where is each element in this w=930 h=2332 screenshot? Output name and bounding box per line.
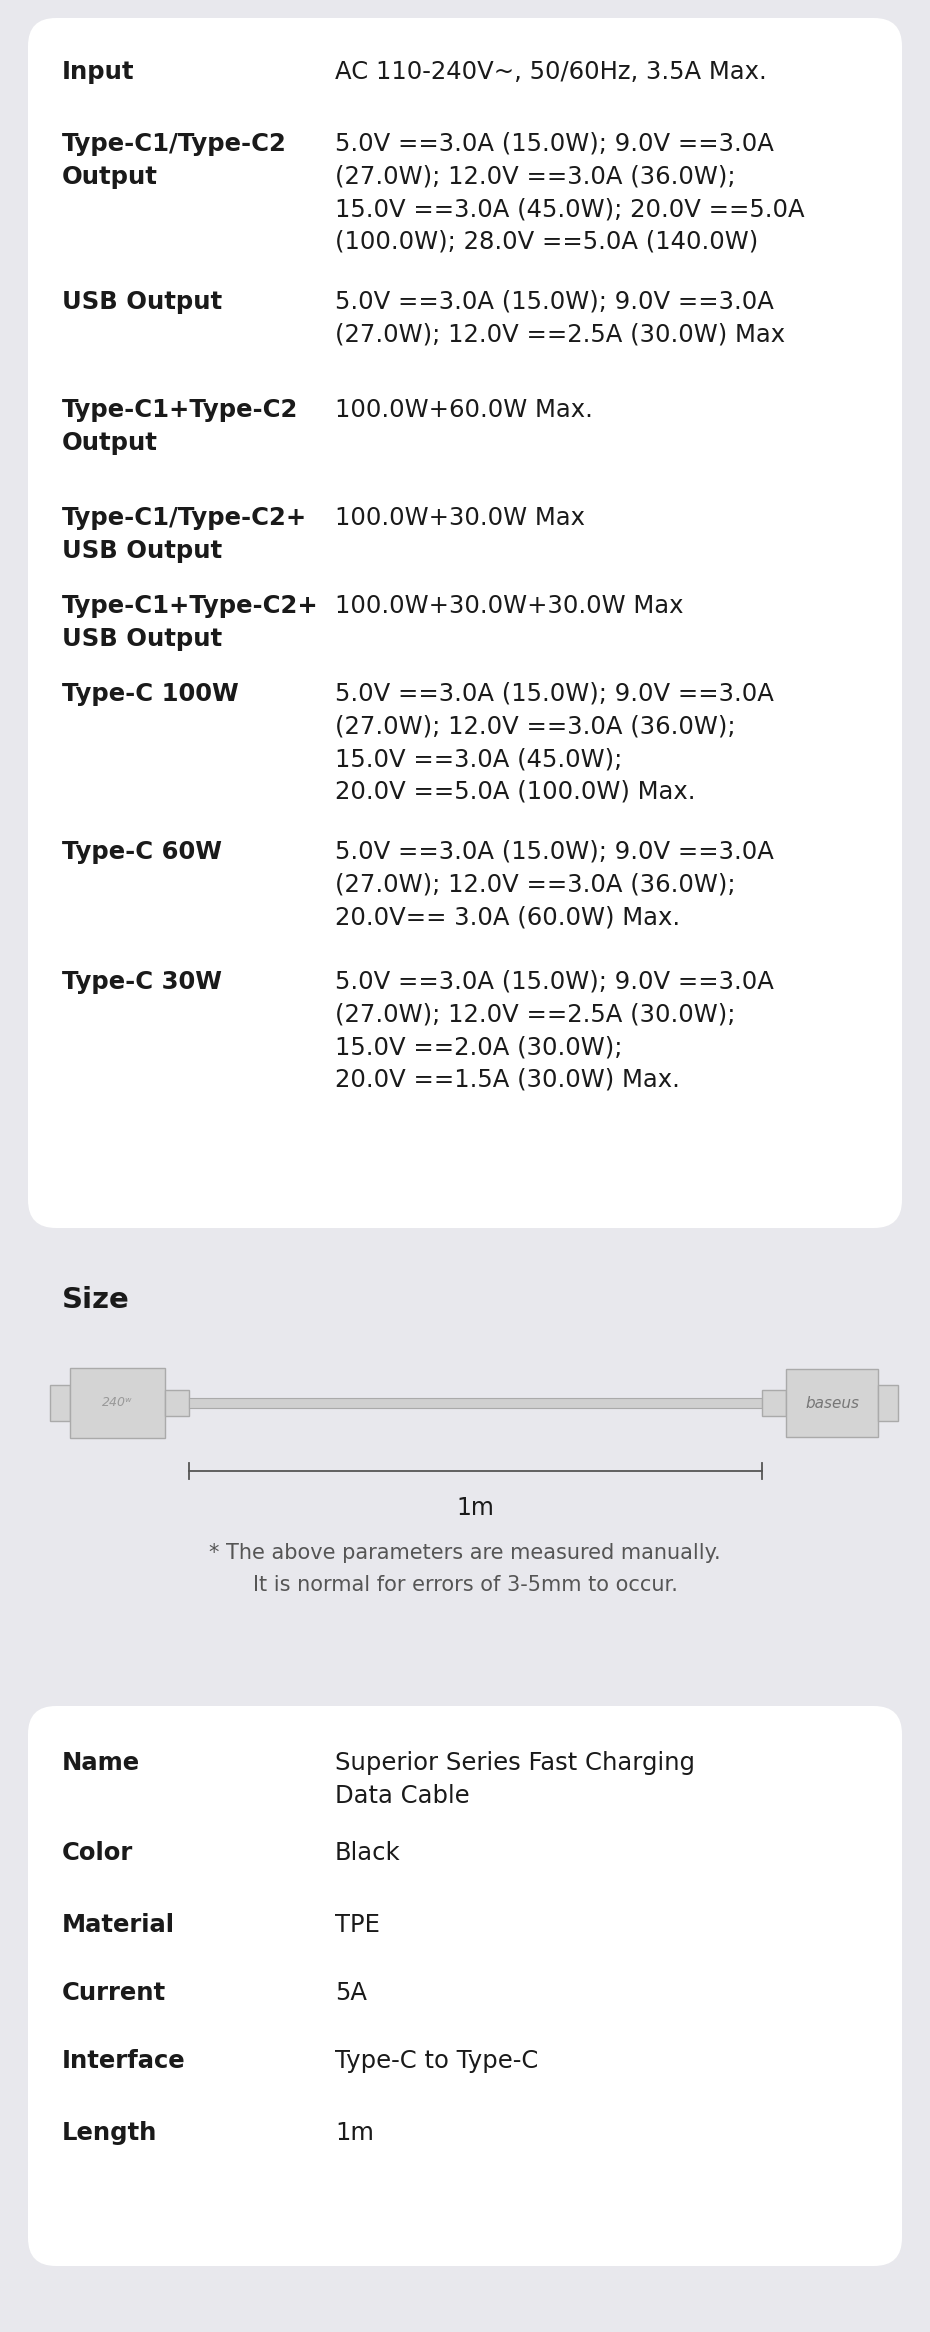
Text: Type-C1/Type-C2+
USB Output: Type-C1/Type-C2+ USB Output — [62, 506, 307, 562]
Text: AC 110-240V~, 50/60Hz, 3.5A Max.: AC 110-240V~, 50/60Hz, 3.5A Max. — [335, 61, 766, 84]
Text: USB Output: USB Output — [62, 289, 222, 315]
Text: 5.0V ==3.0A (15.0W); 9.0V ==3.0A
(27.0W); 12.0V ==3.0A (36.0W);
15.0V ==3.0A (45: 5.0V ==3.0A (15.0W); 9.0V ==3.0A (27.0W)… — [335, 133, 804, 254]
Text: Interface: Interface — [62, 2050, 186, 2073]
Text: 100.0W+30.0W Max: 100.0W+30.0W Max — [335, 506, 585, 529]
Text: Type-C1+Type-C2+
USB Output: Type-C1+Type-C2+ USB Output — [62, 595, 319, 651]
Text: Type-C 30W: Type-C 30W — [62, 970, 222, 993]
Text: 100.0W+60.0W Max.: 100.0W+60.0W Max. — [335, 399, 592, 422]
Text: 1m: 1m — [335, 2122, 374, 2145]
Text: Length: Length — [62, 2122, 157, 2145]
Text: 1m: 1m — [457, 1497, 495, 1520]
Text: Type-C1+Type-C2
Output: Type-C1+Type-C2 Output — [62, 399, 299, 455]
Bar — [50, 1385, 70, 1420]
Text: TPE: TPE — [335, 1912, 379, 1938]
Bar — [165, 1390, 189, 1416]
Text: * The above parameters are measured manually.: * The above parameters are measured manu… — [209, 1544, 721, 1562]
Bar — [786, 1369, 878, 1437]
Text: Superior Series Fast Charging
Data Cable: Superior Series Fast Charging Data Cable — [335, 1751, 695, 1807]
Text: Black: Black — [335, 1840, 401, 1866]
Text: 5.0V ==3.0A (15.0W); 9.0V ==3.0A
(27.0W); 12.0V ==2.5A (30.0W) Max: 5.0V ==3.0A (15.0W); 9.0V ==3.0A (27.0W)… — [335, 289, 785, 347]
Bar — [70, 1369, 165, 1439]
Text: Current: Current — [62, 1980, 166, 2006]
Text: Input: Input — [62, 61, 135, 84]
Bar — [878, 1385, 898, 1420]
Text: Size: Size — [62, 1285, 130, 1313]
Text: Color: Color — [62, 1840, 133, 1866]
Text: Type-C to Type-C: Type-C to Type-C — [335, 2050, 538, 2073]
Bar — [762, 1390, 786, 1416]
Text: Type-C 60W: Type-C 60W — [62, 840, 222, 863]
FancyBboxPatch shape — [28, 1707, 902, 2267]
Text: Name: Name — [62, 1751, 140, 1775]
Text: Type-C 100W: Type-C 100W — [62, 681, 239, 707]
Text: Material: Material — [62, 1912, 175, 1938]
FancyBboxPatch shape — [28, 19, 902, 1229]
Text: 5.0V ==3.0A (15.0W); 9.0V ==3.0A
(27.0W); 12.0V ==3.0A (36.0W);
15.0V ==3.0A (45: 5.0V ==3.0A (15.0W); 9.0V ==3.0A (27.0W)… — [335, 681, 774, 805]
Bar — [189, 1397, 762, 1409]
Text: 5.0V ==3.0A (15.0W); 9.0V ==3.0A
(27.0W); 12.0V ==2.5A (30.0W);
15.0V ==2.0A (30: 5.0V ==3.0A (15.0W); 9.0V ==3.0A (27.0W)… — [335, 970, 774, 1091]
Text: It is normal for errors of 3-5mm to occur.: It is normal for errors of 3-5mm to occu… — [253, 1574, 677, 1595]
Text: 240ʷ: 240ʷ — [102, 1397, 133, 1409]
Text: 100.0W+30.0W+30.0W Max: 100.0W+30.0W+30.0W Max — [335, 595, 684, 618]
Text: 5A: 5A — [335, 1980, 367, 2006]
Text: baseus: baseus — [805, 1395, 859, 1411]
Text: Type-C1/Type-C2
Output: Type-C1/Type-C2 Output — [62, 133, 286, 189]
Text: 5.0V ==3.0A (15.0W); 9.0V ==3.0A
(27.0W); 12.0V ==3.0A (36.0W);
20.0V== 3.0A (60: 5.0V ==3.0A (15.0W); 9.0V ==3.0A (27.0W)… — [335, 840, 774, 928]
